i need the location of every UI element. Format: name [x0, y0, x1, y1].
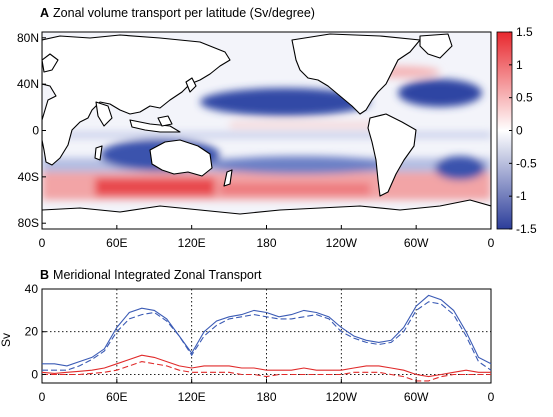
line-plot-x-ticks: 0 60E 120E 180 120W 60W 0: [39, 379, 495, 404]
line-x-tick-label: 180: [256, 390, 276, 404]
north-pacific-gyre: [200, 88, 370, 116]
panel-b-title: B Meridional Integrated Zonal Transport: [40, 268, 261, 282]
map-y-tick-label: 80S: [18, 216, 39, 230]
colorbar-tick-label: 1.5: [516, 25, 533, 39]
colorbar-tick-label: -1: [516, 189, 527, 203]
line-plot-grid: [42, 289, 491, 383]
map-x-tick-label: 180: [256, 236, 276, 250]
map-x-tick-label: 120W: [326, 236, 358, 250]
panel-a-letter: A: [40, 6, 50, 20]
colorbar-ticks: 1.5 1 0.5 0 -0.5 -1 -1.5: [509, 25, 537, 236]
map-y-tick-label: 40N: [17, 77, 39, 91]
europe-outline: [42, 53, 59, 73]
north-america-outline: [291, 33, 421, 115]
colorbar-tick-label: 1: [516, 58, 523, 72]
map-x-tick-label: 0: [488, 236, 495, 250]
south-america-outline: [367, 113, 417, 197]
line-y-tick-label: 20: [25, 325, 39, 339]
line-plot-y-ticks: 40 20 0: [25, 282, 46, 381]
map-x-tick-label: 60W: [404, 236, 429, 250]
panel-b-letter: B: [40, 268, 50, 282]
australia-outline: [149, 139, 213, 177]
series-line-2: [42, 301, 492, 371]
line-x-tick-label: 120W: [326, 390, 358, 404]
colorbar-tick-label: -1.5: [516, 222, 537, 236]
series-line-3: [41, 354, 491, 378]
equatorial-red: [230, 122, 380, 128]
line-y-tick-label: 0: [31, 367, 38, 381]
line-plot: 0 60E 120E 180 120W 60W 0 40 20 0 Sv: [0, 282, 495, 404]
line-x-tick-label: 0: [39, 390, 46, 404]
line-x-tick-label: 60W: [404, 390, 429, 404]
line-x-tick-label: 0: [488, 390, 495, 404]
colorbar: 1.5 1 0.5 0 -0.5 -1 -1.5: [496, 25, 537, 236]
panel-a-title: A Zonal volume transport per latitude (Sv…: [40, 6, 315, 20]
continents: [42, 33, 491, 229]
map-y-ticks: 80N 40N 0 40S 80S: [17, 31, 46, 230]
equatorial-blue: [42, 132, 491, 138]
south-pacific-gyre: [210, 156, 390, 174]
north-atlantic-gyre: [398, 79, 482, 107]
colorbar-tick-label: -0.5: [516, 156, 537, 170]
eurasia-africa-outline: [42, 34, 231, 166]
y-axis-label: Sv: [0, 333, 13, 347]
madagascar-outline: [94, 145, 103, 161]
south-atlantic-gyre: [435, 156, 485, 180]
new-zealand-outline: [223, 169, 233, 187]
colorbar-tick-label: 0.5: [516, 91, 533, 105]
panel-a-title-text: Zonal volume transport per latitude (Sv/…: [53, 6, 315, 20]
line-y-tick-label: 40: [25, 282, 39, 296]
colorbar-tick-label: 0: [516, 124, 523, 138]
india-outline: [95, 101, 113, 127]
map-x-tick-label: 120E: [178, 236, 206, 250]
map-y-tick-label: 80N: [17, 31, 39, 45]
map-x-tick-label: 0: [39, 236, 46, 250]
map-plot: 0 60E 120E 180 120W 60W 0 80N 40N 0 40S 80S: [17, 31, 495, 250]
acc-red-east: [220, 183, 370, 195]
line-x-tick-label: 120E: [178, 390, 206, 404]
indonesia-outline: [129, 119, 181, 133]
antarctica-outline: [42, 199, 491, 229]
line-x-tick-label: 60E: [106, 390, 127, 404]
japan-outline: [185, 77, 197, 93]
acc-red-core: [95, 178, 215, 196]
map-x-tick-label: 60E: [106, 236, 127, 250]
series-line-1: [42, 294, 492, 367]
map-y-tick-label: 40S: [18, 170, 39, 184]
map-x-ticks: 0 60E 120E 180 120W 60W 0: [39, 225, 495, 250]
map-y-tick-label: 0: [32, 124, 39, 138]
line-plot-frame: [41, 288, 492, 384]
greenland-outline: [419, 33, 453, 59]
borneo-outline: [157, 115, 173, 127]
panel-b-title-text: Meridional Integrated Zonal Transport: [53, 268, 262, 282]
